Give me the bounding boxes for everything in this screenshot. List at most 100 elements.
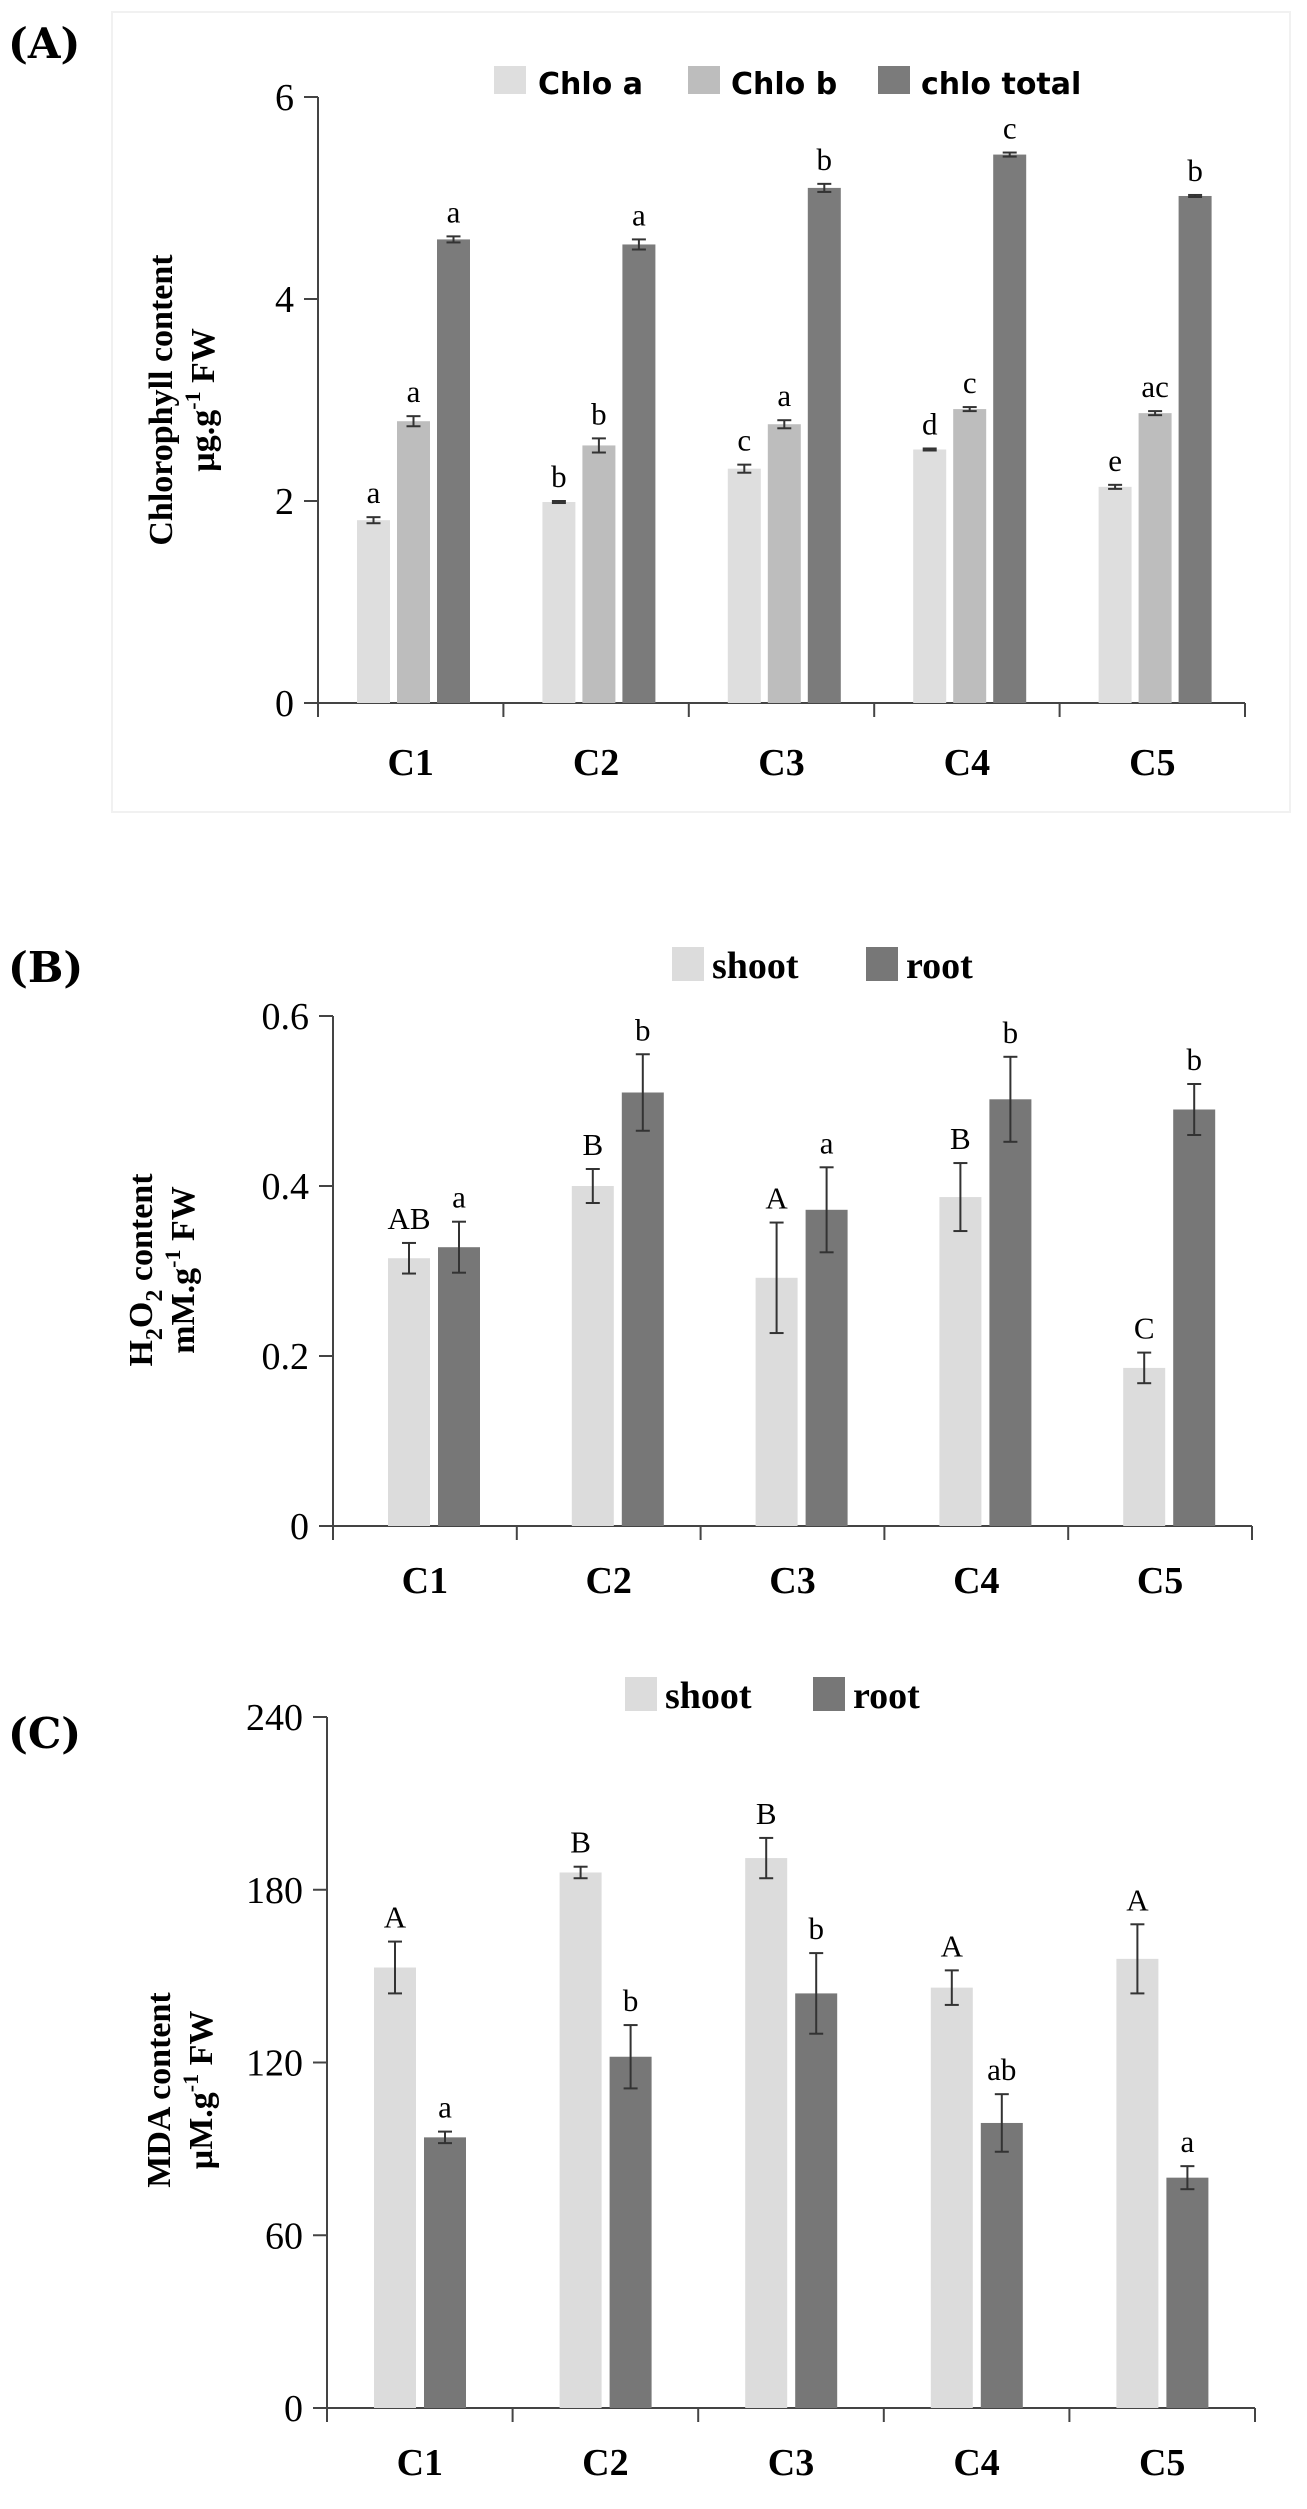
y-axis-label-part: mM.g (165, 1268, 202, 1354)
bar (571, 1186, 614, 1526)
y-axis-label-part: H (123, 1340, 160, 1366)
significance-label: B (950, 1121, 971, 1156)
category-label: C1 (397, 2442, 443, 2484)
significance-label: a (407, 374, 421, 409)
y-axis-label-part: FW (165, 1186, 202, 1249)
bar (989, 1099, 1032, 1526)
category-label: C4 (953, 1560, 999, 1602)
significance-label: b (1003, 1015, 1019, 1050)
bar (609, 2056, 652, 2408)
bar (993, 154, 1027, 703)
y-axis-label: Chlorophyll content µg.g-1 FW (143, 254, 222, 546)
significance-label: ab (987, 2052, 1016, 2087)
significance-label: a (1181, 2124, 1195, 2159)
category-label: C4 (944, 742, 990, 784)
y-tick-label: 2 (275, 481, 294, 523)
significance-label: b (623, 1983, 639, 2018)
panel-a-frame (111, 11, 1291, 813)
bar (805, 1209, 848, 1526)
y-axis-label-part: -1 (180, 391, 205, 409)
bar (437, 239, 470, 703)
bar (424, 2137, 466, 2408)
category-label: C5 (1137, 1560, 1183, 1602)
legend-label: root (906, 945, 973, 987)
bar (795, 1993, 838, 2408)
legend-label: Chlo a (538, 67, 643, 102)
bar (1173, 1109, 1216, 1526)
legend-swatch (866, 947, 898, 981)
category-label: C1 (402, 1560, 448, 1602)
category-label: C5 (1139, 2442, 1185, 2484)
category-label: C2 (585, 1560, 631, 1602)
significance-label: b (635, 1012, 651, 1047)
y-tick-label: 0 (290, 1506, 309, 1548)
legend-label: shoot (665, 1675, 752, 1717)
legend-swatch (672, 947, 704, 981)
y-tick-label: 180 (246, 1870, 303, 1912)
significance-label: c (737, 423, 751, 458)
significance-label: AB (387, 1201, 430, 1236)
y-axis-label-part: 2 (142, 1290, 168, 1302)
legend-label: root (853, 1675, 920, 1717)
bar (388, 1258, 430, 1526)
bar (1098, 486, 1132, 703)
y-tick-label: 120 (246, 2043, 303, 2085)
y-tick-label: 0.6 (262, 996, 310, 1038)
y-axis-label-part: -1 (160, 1250, 185, 1268)
bar (438, 1247, 480, 1526)
y-axis-label-part: Chlorophyll content (143, 254, 180, 546)
category-label: C2 (582, 2442, 628, 2484)
y-tick-label: 60 (265, 2215, 303, 2257)
y-axis-label-part: -1 (178, 2074, 203, 2092)
bar (374, 1967, 416, 2408)
legend-label: Chlo b (731, 67, 837, 102)
y-axis-label-part: 2 (142, 1328, 168, 1340)
legend-label: shoot (712, 945, 799, 987)
bar (1138, 413, 1172, 703)
category-label: C5 (1129, 742, 1175, 784)
category-label: C4 (953, 2442, 999, 2484)
bar (980, 2122, 1023, 2408)
y-tick-label: 4 (275, 279, 294, 321)
bar (621, 1092, 664, 1526)
y-axis-label: H2O2 contentmM.g-1 FW (123, 1173, 202, 1367)
category-label: C3 (769, 1560, 815, 1602)
category-label: C2 (573, 742, 619, 784)
y-axis-label-part: MDA content (141, 1992, 178, 2188)
significance-label: B (756, 1796, 777, 1831)
panel-label: (B) (8, 943, 83, 992)
legend-swatch (813, 1677, 845, 1711)
y-axis-label-part: O (123, 1302, 160, 1328)
significance-label: C (1134, 1311, 1155, 1346)
legend-swatch (494, 66, 526, 94)
significance-label: a (438, 2090, 452, 2125)
significance-label: A (765, 1181, 788, 1216)
y-axis-label-part: µg.g (185, 410, 222, 472)
significance-label: e (1108, 443, 1122, 478)
significance-label: B (582, 1127, 603, 1162)
bar (745, 1858, 788, 2408)
significance-label: A (384, 1900, 407, 1935)
significance-label: a (777, 378, 791, 413)
y-tick-label: 0.4 (262, 1166, 310, 1208)
y-tick-label: 6 (275, 77, 294, 119)
significance-label: a (632, 197, 646, 232)
significance-label: b (1186, 1042, 1202, 1077)
bar (727, 468, 761, 703)
y-axis-label-part: FW (183, 2011, 220, 2074)
significance-label: d (922, 406, 938, 441)
bar (939, 1197, 982, 1526)
y-tick-label: 0.2 (262, 1336, 310, 1378)
category-label: C3 (758, 742, 804, 784)
bar (582, 445, 616, 703)
bar (930, 1987, 973, 2408)
significance-label: b (808, 1911, 824, 1946)
panel-label: (A) (8, 19, 80, 68)
bar (1166, 2177, 1209, 2408)
bar (397, 421, 430, 703)
y-axis-label-part: FW (185, 328, 222, 391)
bar (357, 520, 390, 703)
significance-label: B (570, 1825, 591, 1860)
